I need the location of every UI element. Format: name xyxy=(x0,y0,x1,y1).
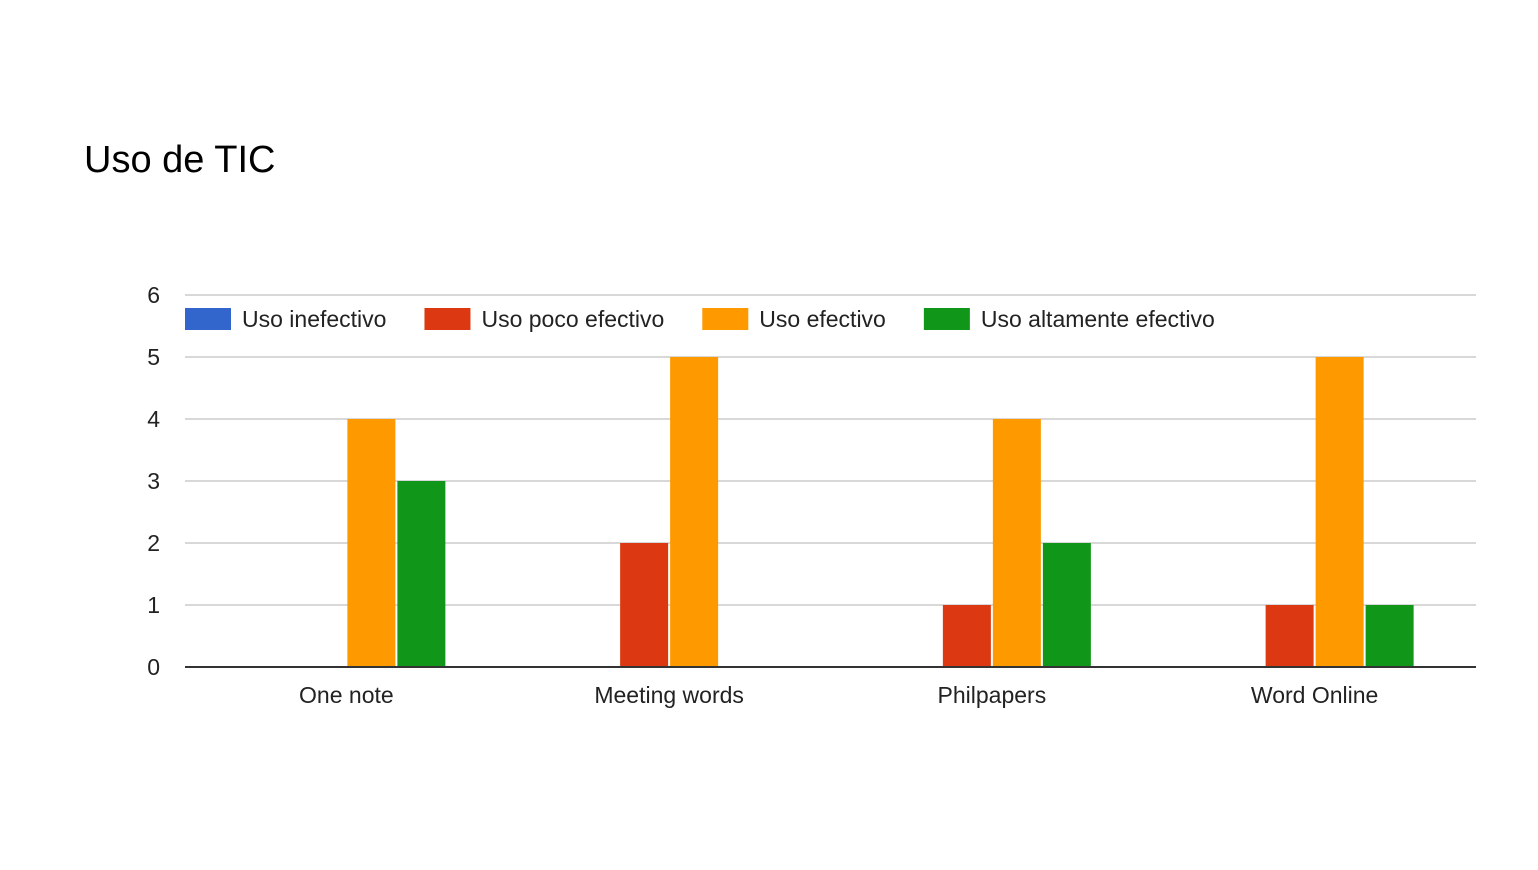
x-tick-label: Word Online xyxy=(1251,682,1378,708)
y-tick-label: 0 xyxy=(147,654,160,680)
bar-uso-efectivo-3[interactable] xyxy=(1315,357,1364,667)
legend-item-uso-efectivo[interactable]: Uso efectivo xyxy=(702,306,886,332)
x-axis-ticks: One note Meeting words Philpapers Word Onli… xyxy=(299,682,1378,708)
x-tick-label: Philpapers xyxy=(938,682,1047,708)
legend-swatch xyxy=(185,308,231,330)
legend-swatch xyxy=(424,308,471,330)
x-tick-label: Meeting words xyxy=(594,682,744,708)
legend-label: Uso poco efectivo xyxy=(481,306,664,332)
x-tick-label: One note xyxy=(299,682,394,708)
y-tick-label: 1 xyxy=(147,592,160,618)
y-tick-label: 6 xyxy=(147,282,160,308)
bar-uso-efectivo-1[interactable] xyxy=(670,357,719,667)
legend[interactable]: Uso inefectivo Uso poco efectivo Uso efect… xyxy=(185,306,1215,332)
bar-uso-altamente-efectivo-2[interactable] xyxy=(1042,543,1091,667)
legend-swatch xyxy=(923,308,970,330)
y-tick-label: 3 xyxy=(147,468,160,494)
y-tick-label: 2 xyxy=(147,530,160,556)
legend-item-uso-altamente-efectivo[interactable]: Uso altamente efectivo xyxy=(923,306,1215,332)
y-axis-ticks: 0 1 2 3 4 5 6 xyxy=(147,282,160,680)
bar-uso-efectivo-2[interactable] xyxy=(992,419,1041,667)
legend-label: Uso efectivo xyxy=(759,306,886,332)
bar-uso-altamente-efectivo-0[interactable] xyxy=(397,481,446,667)
bar-uso-efectivo-0[interactable] xyxy=(347,419,396,667)
y-tick-label: 5 xyxy=(147,344,160,370)
bar-uso-poco-efectivo-1[interactable] xyxy=(620,543,669,667)
legend-label: Uso inefectivo xyxy=(242,306,386,332)
chart-title: Uso de TIC xyxy=(84,139,275,181)
bar-uso-poco-efectivo-3[interactable] xyxy=(1265,605,1314,667)
bars xyxy=(347,357,1414,667)
legend-label: Uso altamente efectivo xyxy=(981,306,1215,332)
bar-uso-altamente-efectivo-3[interactable] xyxy=(1365,605,1414,667)
bar-uso-poco-efectivo-2[interactable] xyxy=(942,605,991,667)
legend-item-uso-poco-efectivo[interactable]: Uso poco efectivo xyxy=(424,306,664,332)
legend-item-uso-inefectivo[interactable]: Uso inefectivo xyxy=(185,306,386,332)
legend-swatch xyxy=(702,308,749,330)
y-tick-label: 4 xyxy=(147,406,160,432)
